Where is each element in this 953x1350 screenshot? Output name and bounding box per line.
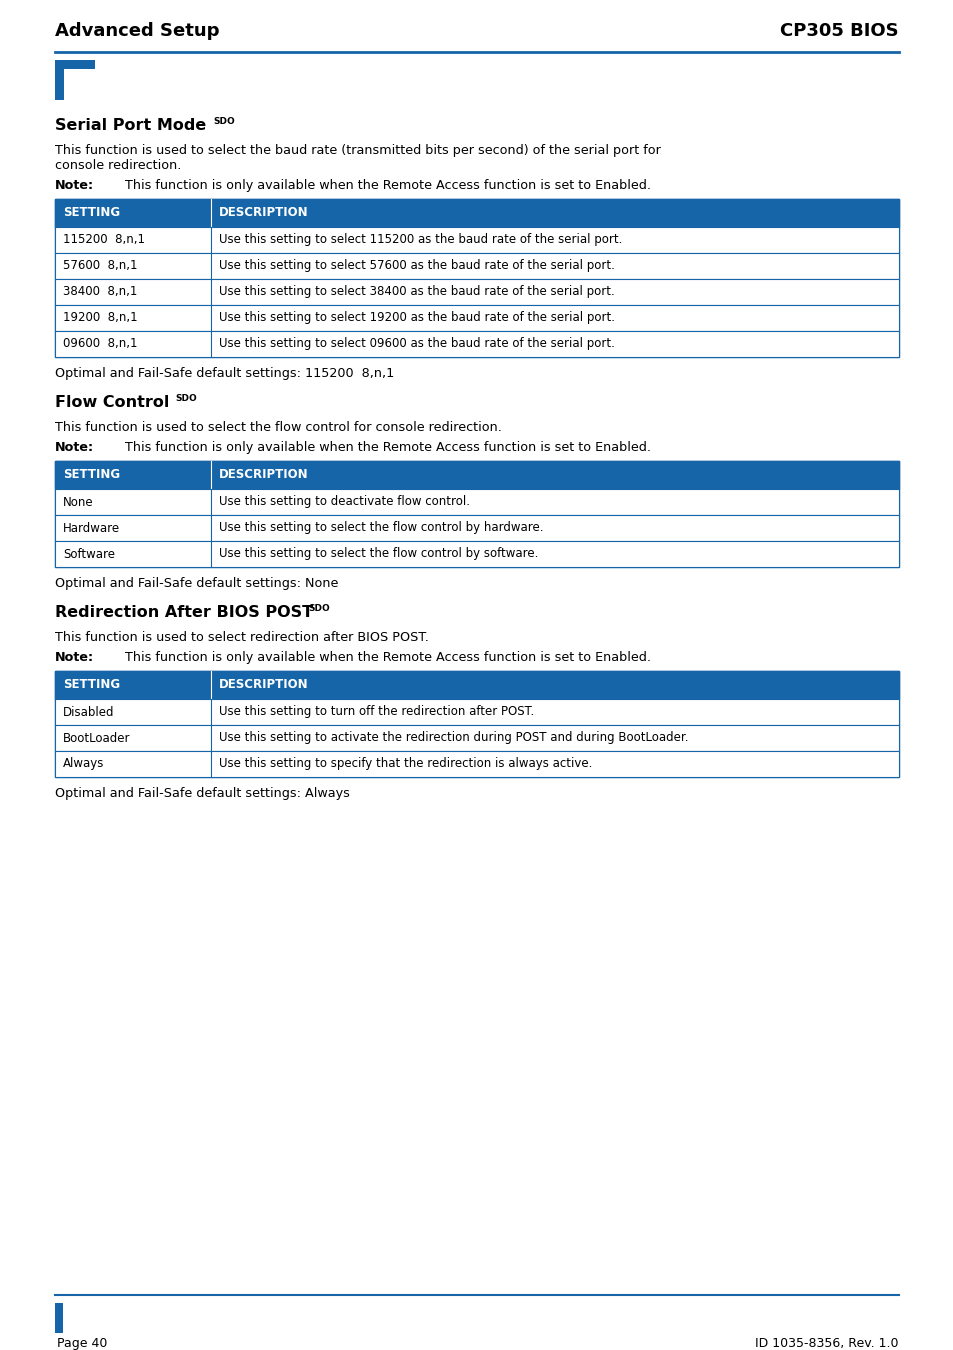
Bar bbox=[55, 460, 898, 567]
Bar bbox=[55, 671, 898, 699]
Text: Use this setting to select 38400 as the baud rate of the serial port.: Use this setting to select 38400 as the … bbox=[219, 285, 614, 298]
Text: Note:: Note: bbox=[55, 651, 94, 664]
Text: This function is only available when the Remote Access function is set to Enable: This function is only available when the… bbox=[125, 651, 650, 664]
Text: Use this setting to select 09600 as the baud rate of the serial port.: Use this setting to select 09600 as the … bbox=[219, 338, 615, 351]
Text: Use this setting to activate the redirection during POST and during BootLoader.: Use this setting to activate the redirec… bbox=[219, 732, 688, 744]
Text: Use this setting to select 115200 as the baud rate of the serial port.: Use this setting to select 115200 as the… bbox=[219, 234, 621, 247]
Text: Use this setting to specify that the redirection is always active.: Use this setting to specify that the red… bbox=[219, 757, 592, 771]
Text: Use this setting to select the flow control by hardware.: Use this setting to select the flow cont… bbox=[219, 521, 543, 535]
Text: Use this setting to select the flow control by software.: Use this setting to select the flow cont… bbox=[219, 548, 537, 560]
Text: None: None bbox=[63, 495, 93, 509]
Bar bbox=[55, 305, 898, 331]
Text: Software: Software bbox=[63, 548, 115, 560]
Bar bbox=[55, 59, 95, 69]
Bar bbox=[55, 331, 898, 356]
Text: DESCRIPTION: DESCRIPTION bbox=[219, 679, 309, 691]
Text: Hardware: Hardware bbox=[63, 521, 120, 535]
Text: 57600  8,n,1: 57600 8,n,1 bbox=[63, 259, 137, 273]
Bar bbox=[55, 198, 898, 227]
Text: CP305 BIOS: CP305 BIOS bbox=[780, 22, 898, 40]
Bar bbox=[55, 514, 898, 541]
Text: Serial Port Mode: Serial Port Mode bbox=[55, 117, 206, 134]
Text: DESCRIPTION: DESCRIPTION bbox=[219, 468, 309, 482]
Text: SDO: SDO bbox=[213, 117, 234, 126]
Text: Optimal and Fail-Safe default settings: Always: Optimal and Fail-Safe default settings: … bbox=[55, 787, 350, 801]
Text: Use this setting to select 19200 as the baud rate of the serial port.: Use this setting to select 19200 as the … bbox=[219, 312, 615, 324]
Text: Note:: Note: bbox=[55, 441, 94, 454]
Text: This function is used to select the flow control for console redirection.: This function is used to select the flow… bbox=[55, 421, 501, 433]
Text: Optimal and Fail-Safe default settings: None: Optimal and Fail-Safe default settings: … bbox=[55, 576, 338, 590]
Bar bbox=[55, 541, 898, 567]
Bar bbox=[55, 279, 898, 305]
Text: This function is used to select the baud rate (transmitted bits per second) of t: This function is used to select the baud… bbox=[55, 144, 660, 157]
Text: 115200  8,n,1: 115200 8,n,1 bbox=[63, 234, 145, 247]
Text: SDO: SDO bbox=[174, 394, 196, 404]
Bar bbox=[55, 489, 898, 514]
Bar bbox=[55, 725, 898, 751]
Text: Flow Control: Flow Control bbox=[55, 396, 170, 410]
Text: Disabled: Disabled bbox=[63, 706, 114, 718]
Bar bbox=[55, 751, 898, 778]
Text: 38400  8,n,1: 38400 8,n,1 bbox=[63, 285, 137, 298]
Text: SDO: SDO bbox=[308, 603, 330, 613]
Text: Redirection After BIOS POST: Redirection After BIOS POST bbox=[55, 605, 313, 620]
Text: SETTING: SETTING bbox=[63, 679, 120, 691]
Text: 19200  8,n,1: 19200 8,n,1 bbox=[63, 312, 137, 324]
Text: ID 1035-8356, Rev. 1.0: ID 1035-8356, Rev. 1.0 bbox=[755, 1336, 898, 1350]
Bar bbox=[55, 460, 898, 489]
Text: Advanced Setup: Advanced Setup bbox=[55, 22, 219, 40]
Text: 09600  8,n,1: 09600 8,n,1 bbox=[63, 338, 137, 351]
Bar bbox=[55, 59, 64, 100]
Text: Use this setting to turn off the redirection after POST.: Use this setting to turn off the redirec… bbox=[219, 706, 534, 718]
Text: BootLoader: BootLoader bbox=[63, 732, 131, 744]
Text: This function is only available when the Remote Access function is set to Enable: This function is only available when the… bbox=[125, 441, 650, 454]
Text: This function is only available when the Remote Access function is set to Enable: This function is only available when the… bbox=[125, 180, 650, 192]
Text: Use this setting to deactivate flow control.: Use this setting to deactivate flow cont… bbox=[219, 495, 470, 509]
Bar bbox=[55, 198, 898, 356]
Text: SETTING: SETTING bbox=[63, 468, 120, 482]
Text: Note:: Note: bbox=[55, 180, 94, 192]
Text: console redirection.: console redirection. bbox=[55, 159, 181, 171]
Text: Page 40: Page 40 bbox=[57, 1336, 108, 1350]
Text: Always: Always bbox=[63, 757, 104, 771]
Text: DESCRIPTION: DESCRIPTION bbox=[219, 207, 309, 220]
Bar bbox=[55, 699, 898, 725]
Bar bbox=[55, 227, 898, 252]
Text: Use this setting to select 57600 as the baud rate of the serial port.: Use this setting to select 57600 as the … bbox=[219, 259, 615, 273]
Text: This function is used to select redirection after BIOS POST.: This function is used to select redirect… bbox=[55, 630, 429, 644]
Bar bbox=[55, 252, 898, 279]
Bar bbox=[55, 1303, 63, 1332]
Text: Optimal and Fail-Safe default settings: 115200  8,n,1: Optimal and Fail-Safe default settings: … bbox=[55, 367, 394, 379]
Text: SETTING: SETTING bbox=[63, 207, 120, 220]
Bar bbox=[55, 671, 898, 778]
